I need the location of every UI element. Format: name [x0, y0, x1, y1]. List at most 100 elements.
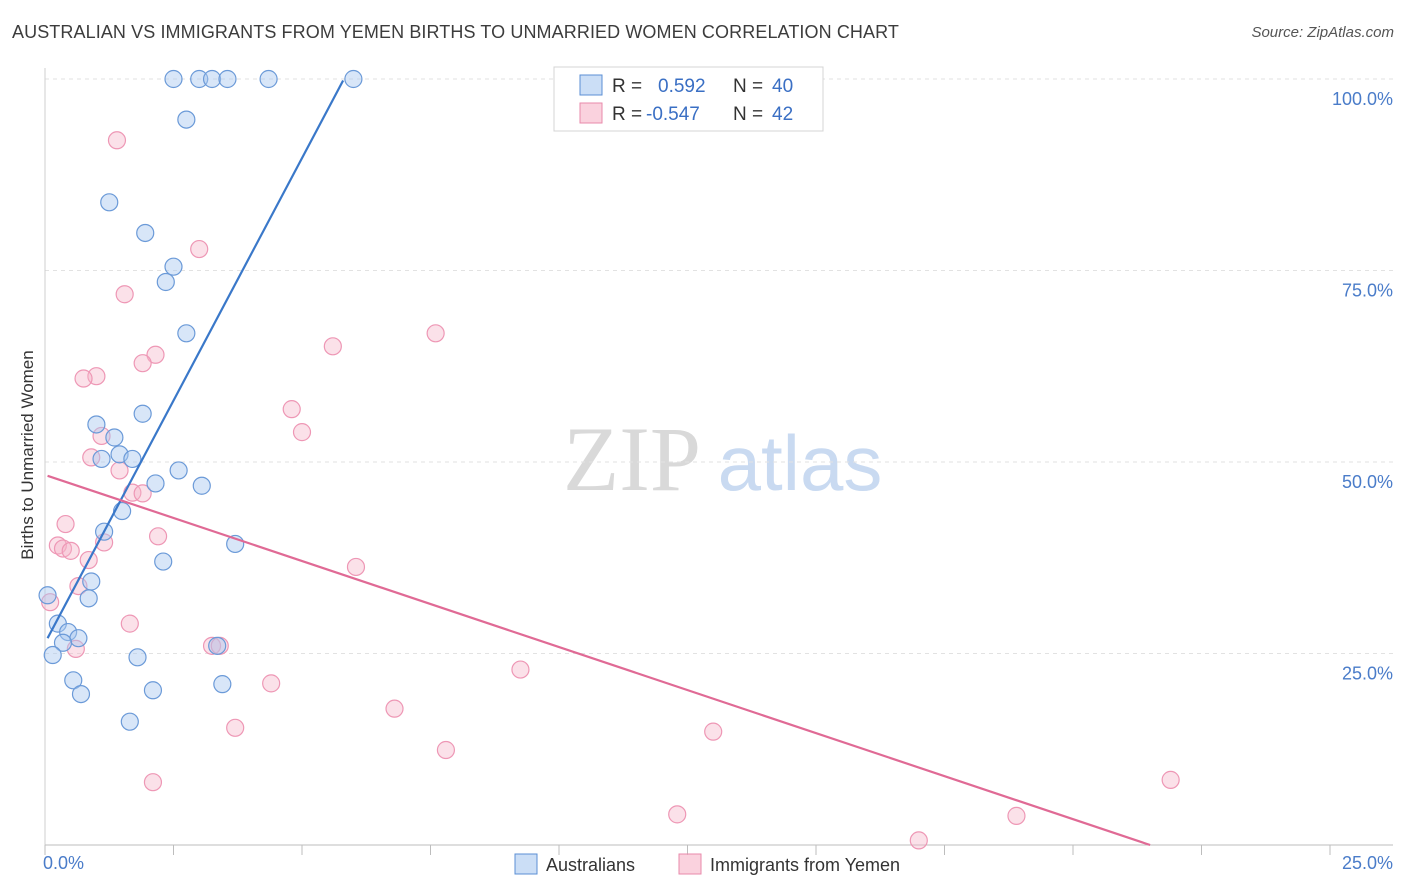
legend-n-value-2: 42 [772, 104, 793, 125]
australians-point [213, 675, 232, 694]
legend-r-label-2: R = [612, 104, 642, 125]
legend-n-label-2: N = [733, 104, 763, 125]
yemen-point [323, 337, 342, 356]
yemen-point [202, 636, 222, 655]
yemen-point [668, 805, 687, 824]
yemen-point [385, 699, 404, 718]
yemen-point [133, 354, 152, 373]
australians-point [53, 633, 73, 652]
australians-point [69, 629, 88, 648]
australians-point [177, 324, 196, 343]
australians-point [190, 69, 209, 89]
trend-lines [46, 80, 1151, 847]
watermark: ZIP atlas [563, 408, 882, 510]
yemen-point [190, 239, 209, 259]
y-tick-label: 25.0% [1342, 664, 1393, 684]
yemen-point [1161, 770, 1180, 789]
legend-box: R = 0.592 N = 40 R = -0.547 N = 42 [553, 66, 824, 132]
y-tick-label: 75.0% [1342, 281, 1393, 301]
yemen-point [107, 131, 127, 150]
australians-point [154, 552, 173, 571]
yemen-point [110, 461, 129, 480]
series-australians [38, 69, 363, 731]
chart-title: AUSTRALIAN VS IMMIGRANTS FROM YEMEN BIRT… [12, 22, 899, 42]
yemen-point [143, 773, 163, 792]
yemen-point [511, 660, 530, 679]
australians-point [143, 681, 163, 700]
legend-r-value-1: 0.592 [658, 76, 706, 97]
australians-point [64, 671, 83, 690]
australians-point [202, 69, 222, 89]
yemen-point [1007, 806, 1026, 825]
y-tick-label: 100.0% [1332, 89, 1393, 109]
bottom-legend: Australians Immigrants from Yemen [514, 853, 900, 875]
australians-point [169, 461, 188, 480]
legend-n-value-1: 40 [772, 76, 793, 97]
australians-point [123, 449, 142, 469]
yemen-point [115, 285, 134, 304]
australians-point [133, 404, 152, 423]
yemen-point [426, 324, 445, 343]
yemen-point [56, 514, 75, 534]
yemen-point [262, 674, 281, 693]
yemen-point [226, 718, 245, 737]
australians-point [87, 415, 106, 434]
australians-point [120, 712, 139, 731]
australians-point [136, 223, 155, 243]
watermark-zip: ZIP [563, 408, 701, 510]
x-tick-label: 0.0% [43, 853, 84, 873]
australians-point [82, 572, 101, 591]
yemen-point [148, 527, 168, 546]
yemen-point [346, 557, 366, 577]
legend-r-label-1: R = [612, 76, 642, 97]
legend-swatch-pink [579, 102, 603, 124]
bottom-legend-australians: Australians [546, 855, 635, 875]
bottom-legend-swatch-australians [514, 853, 538, 875]
australians-point [128, 648, 147, 667]
y-tick-label: 50.0% [1342, 472, 1393, 492]
yemen-point [74, 369, 93, 388]
australians-point [192, 476, 211, 495]
yemen-point [282, 400, 301, 419]
australians-point [164, 69, 183, 89]
australians-point [208, 636, 227, 655]
yemen-point [146, 345, 165, 364]
australians-point [59, 622, 78, 642]
yemen-point [436, 740, 456, 760]
axes [44, 68, 1393, 855]
australians-point [43, 645, 62, 665]
australians-point [79, 589, 98, 608]
australians-point [177, 110, 196, 129]
australians-point [156, 272, 175, 292]
yemen-point [704, 722, 723, 741]
australians-point [92, 449, 111, 469]
australians-point [164, 257, 183, 276]
australians-point [38, 586, 57, 605]
australians-point [105, 428, 124, 447]
legend-r-value-2: -0.547 [646, 104, 700, 125]
watermark-atlas: atlas [718, 419, 883, 507]
legend-swatch-blue [579, 74, 603, 96]
grid-lines [45, 78, 1393, 654]
legend-n-label-1: N = [733, 76, 763, 97]
australians-point [146, 474, 165, 493]
australians-point [71, 684, 91, 704]
tick-labels: 25.0% 50.0% 75.0% 100.0% 0.0% 25.0% [43, 89, 1393, 873]
x-tick-label: 25.0% [1342, 853, 1393, 873]
australians-point [218, 69, 237, 89]
australians-point [344, 69, 363, 89]
yemen-point [61, 541, 80, 560]
yemen-point [133, 484, 152, 503]
source-label: Source: ZipAtlas.com [1251, 24, 1394, 41]
yemen-point [292, 423, 312, 442]
yemen-point [909, 831, 928, 850]
yemen-point [120, 614, 139, 633]
bottom-legend-swatch-yemen [678, 853, 702, 875]
australians-point [100, 193, 119, 212]
australians-point [259, 69, 278, 89]
bottom-legend-immigrants-from-yemen: Immigrants from Yemen [710, 855, 900, 875]
trend-line-australians [46, 80, 345, 639]
trend-line-yemen [47, 474, 1151, 847]
